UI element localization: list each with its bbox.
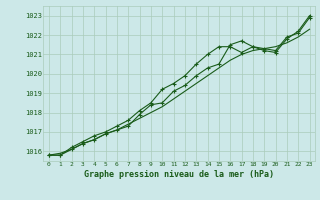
- X-axis label: Graphe pression niveau de la mer (hPa): Graphe pression niveau de la mer (hPa): [84, 170, 274, 179]
